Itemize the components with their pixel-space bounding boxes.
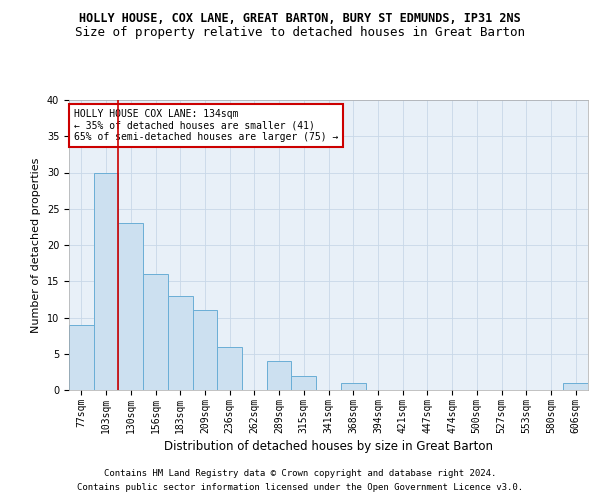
Y-axis label: Number of detached properties: Number of detached properties bbox=[31, 158, 41, 332]
Text: Contains public sector information licensed under the Open Government Licence v3: Contains public sector information licen… bbox=[77, 484, 523, 492]
Bar bbox=[143, 274, 168, 390]
Text: Contains HM Land Registry data © Crown copyright and database right 2024.: Contains HM Land Registry data © Crown c… bbox=[104, 468, 496, 477]
Text: Size of property relative to detached houses in Great Barton: Size of property relative to detached ho… bbox=[75, 26, 525, 39]
X-axis label: Distribution of detached houses by size in Great Barton: Distribution of detached houses by size … bbox=[164, 440, 493, 453]
Bar bbox=[217, 346, 242, 390]
Text: HOLLY HOUSE COX LANE: 134sqm
← 35% of detached houses are smaller (41)
65% of se: HOLLY HOUSE COX LANE: 134sqm ← 35% of de… bbox=[74, 108, 338, 142]
Bar bbox=[341, 383, 365, 390]
Bar bbox=[118, 223, 143, 390]
Bar bbox=[267, 361, 292, 390]
Text: HOLLY HOUSE, COX LANE, GREAT BARTON, BURY ST EDMUNDS, IP31 2NS: HOLLY HOUSE, COX LANE, GREAT BARTON, BUR… bbox=[79, 12, 521, 26]
Bar bbox=[193, 310, 217, 390]
Bar bbox=[94, 172, 118, 390]
Bar bbox=[292, 376, 316, 390]
Bar bbox=[563, 383, 588, 390]
Bar bbox=[69, 325, 94, 390]
Bar bbox=[168, 296, 193, 390]
